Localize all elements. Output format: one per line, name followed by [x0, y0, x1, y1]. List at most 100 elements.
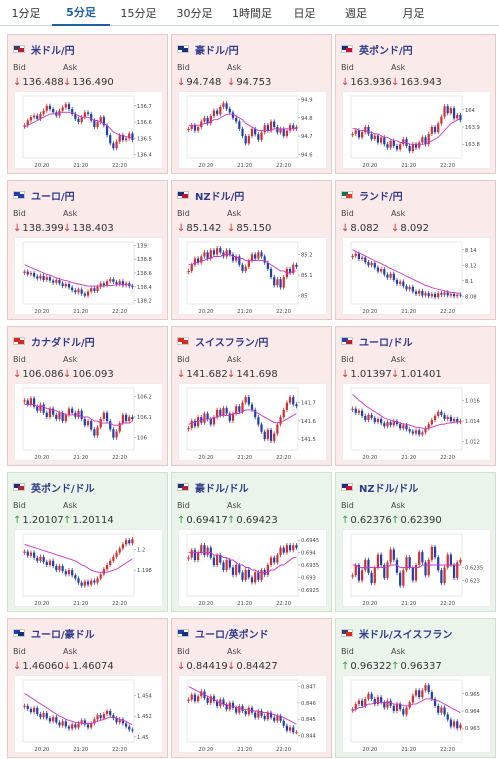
tab-5[interactable]: 日足 — [293, 7, 316, 20]
price-chart[interactable]: 136.7 136.6 136.5 136.4 20:20 21:20 22:20 — [14, 91, 163, 169]
pair-name[interactable]: ユーロ/英ポンド — [195, 629, 269, 641]
ask-value: ↓94.753 — [227, 77, 271, 88]
rate-card[interactable]: ランド/円 Bid Ask ↓8.082 ↓8.092 8.14 8.12 8.1 8.08 20… — [335, 180, 496, 320]
price-chart[interactable]: 8.14 8.12 8.1 8.08 20:20 21:20 22:20 — [342, 237, 491, 315]
candle-body — [216, 248, 219, 255]
price-chart[interactable]: 164 163.9 163.8 20:20 21:20 22:20 — [342, 91, 491, 169]
candle-body — [459, 559, 462, 563]
candle-body — [250, 577, 254, 583]
pair-name[interactable]: 英ポンド/円 — [359, 45, 413, 57]
price-chart[interactable]: 141.7 141.6 141.5 20:20 21:20 22:20 — [178, 383, 327, 461]
candle-body — [77, 289, 80, 293]
tab-1[interactable]: 5分足 — [52, 0, 110, 26]
ask-price: 0.69423 — [236, 515, 278, 526]
candle-body — [430, 420, 433, 425]
candle-body — [433, 546, 437, 558]
pair-name[interactable]: ユーロ/豪ドル — [31, 629, 95, 641]
rate-card[interactable]: NZドル/ドル Bid Ask ↑0.62376 ↑0.62390 0.6235 0.623… — [335, 472, 496, 612]
tab-2[interactable]: 15分足 — [120, 7, 157, 20]
rate-card[interactable]: ユーロ/英ポンド Bid Ask ↓0.84419 ↓0.84427 0.847 0.846… — [171, 618, 332, 758]
candle-body — [71, 570, 74, 576]
rate-card[interactable]: 米ドル/スイスフラン Bid Ask ↑0.96322 ↑0.96337 0.965 0.9… — [335, 618, 496, 758]
candle-body — [238, 706, 241, 713]
price-chart[interactable]: 1.2 1.198 20:20 21:20 22:20 — [14, 529, 163, 607]
x-tick-label: 20:20 — [362, 309, 377, 315]
bid-value: ↓1.01397 — [341, 369, 392, 380]
rate-card[interactable]: 英ポンド/ドル Bid Ask ↑1.20107 ↑1.20114 1.2 1.198 20:… — [7, 472, 168, 612]
bid-label: Bid — [13, 501, 26, 510]
x-tick-label: 21:20 — [73, 163, 88, 169]
moving-average-line — [188, 409, 297, 425]
price-chart[interactable]: 1.016 1.014 1.012 20:20 21:20 22:20 — [342, 383, 491, 461]
candle-body — [196, 258, 200, 263]
pair-name[interactable]: NZドル/ドル — [359, 483, 419, 495]
price-chart[interactable]: 1.454 1.452 1.45 20:20 21:20 22:20 — [14, 675, 163, 753]
pair-name[interactable]: 米ドル/スイスフラン — [359, 629, 453, 641]
pair-name[interactable]: ランド/円 — [359, 191, 403, 203]
rate-card[interactable]: ユーロ/豪ドル Bid Ask ↓1.46060 ↓1.46074 1.454 1.452 1… — [7, 618, 168, 758]
rate-card[interactable]: 豪ドル/ドル Bid Ask ↑0.69417 ↑0.69423 0.6945 0.694 0… — [171, 472, 332, 612]
rate-card[interactable]: ユーロ/円 Bid Ask ↓138.399 ↓138.403 139 138.8 138.6… — [7, 180, 168, 320]
candle-body — [90, 723, 93, 728]
tab-7[interactable]: 月足 — [402, 7, 425, 20]
candle-body — [376, 267, 380, 272]
ask-price: 141.698 — [236, 369, 278, 380]
candle-body — [449, 293, 453, 296]
rate-card[interactable]: NZドル/円 Bid Ask ↓85.142 ↓85.150 85.2 85.1 85 20:2… — [171, 180, 332, 320]
tab-0[interactable]: 1分足 — [11, 7, 41, 20]
candle-body — [26, 120, 29, 126]
currency-flag-icon — [177, 191, 189, 199]
y-tick-label: 138.2 — [137, 299, 152, 305]
tab-6[interactable]: 週足 — [345, 7, 367, 20]
price-chart[interactable]: 139 138.8 138.6 138.4 138.2 20:20 21:20 22:20 — [14, 237, 163, 315]
candle-body — [373, 262, 376, 268]
pair-name[interactable]: 米ドル/円 — [31, 45, 75, 57]
price-chart[interactable]: 85.2 85.1 85 20:20 21:20 22:20 — [178, 237, 327, 315]
pair-name[interactable]: NZドル/円 — [195, 191, 245, 203]
candle-body — [386, 562, 389, 578]
y-tick-label: 1.014 — [465, 419, 481, 425]
candle-body — [386, 422, 389, 427]
rate-card[interactable]: ユーロ/ドル Bid Ask ↓1.01397 ↓1.01401 1.016 1.014 1.… — [335, 326, 496, 466]
rate-card[interactable]: 豪ドル/円 Bid Ask ↓94.748 ↓94.753 94.9 94.8 94.7 94.… — [171, 34, 332, 174]
rate-card[interactable]: 米ドル/円 Bid Ask ↓136.488 ↓136.490 136.7 136.6 136… — [7, 34, 168, 174]
bid-value: ↑0.69417 — [177, 515, 228, 526]
candle-body — [437, 123, 440, 133]
pair-name[interactable]: ユーロ/ドル — [359, 337, 413, 349]
candle-body — [408, 557, 411, 568]
candle-body — [288, 545, 292, 551]
candle-body — [112, 556, 115, 561]
y-tick-label: 8.08 — [465, 294, 477, 300]
candle-body — [266, 262, 269, 269]
candle-body — [247, 569, 250, 578]
price-chart[interactable]: 0.6235 0.623 20:20 21:20 22:20 — [342, 529, 491, 607]
price-chart[interactable]: 0.965 0.964 0.963 20:20 21:20 22:20 — [342, 675, 491, 753]
candle-body — [83, 419, 86, 426]
pair-name[interactable]: スイスフラン/円 — [195, 337, 269, 349]
candle-body — [219, 409, 222, 416]
candle-body — [288, 397, 292, 403]
rate-card[interactable]: カナダドル/円 Bid Ask ↓106.086 ↓106.093 106.2 106.1 1… — [7, 326, 168, 466]
pair-name[interactable]: 英ポンド/ドル — [31, 483, 95, 495]
currency-flag-icon — [13, 191, 25, 199]
bid-label: Bid — [341, 355, 354, 364]
rate-card[interactable]: スイスフラン/円 Bid Ask ↓141.682 ↓141.698 141.7 141.6… — [171, 326, 332, 466]
arrow-down-icon: ↓ — [227, 661, 236, 672]
arrow-down-icon: ↓ — [227, 369, 236, 380]
tab-4[interactable]: 1時間足 — [232, 7, 272, 20]
tab-3[interactable]: 30分足 — [176, 7, 213, 20]
candle-body — [244, 711, 247, 715]
rate-card[interactable]: 英ポンド/円 Bid Ask ↓163.936 ↓163.943 164 163.9 163.… — [335, 34, 496, 174]
candle-body — [392, 421, 395, 426]
pair-name[interactable]: 豪ドル/円 — [195, 45, 239, 57]
candle-body — [219, 555, 222, 563]
pair-name[interactable]: カナダドル/円 — [31, 337, 95, 349]
pair-name[interactable]: 豪ドル/ドル — [195, 483, 249, 495]
price-chart[interactable]: 0.6945 0.694 0.6935 0.693 0.6925 20:20 21:20 22… — [178, 529, 327, 607]
price-chart[interactable]: 106.2 106.1 106 20:20 21:20 22:20 — [14, 383, 163, 461]
price-chart[interactable]: 0.847 0.846 0.845 0.844 20:20 21:20 22:20 — [178, 675, 327, 753]
candle-body — [386, 144, 389, 148]
price-chart[interactable]: 94.9 94.8 94.7 94.6 20:20 21:20 22:20 — [178, 91, 327, 169]
x-tick-label: 22:20 — [440, 747, 455, 753]
pair-name[interactable]: ユーロ/円 — [31, 191, 75, 203]
